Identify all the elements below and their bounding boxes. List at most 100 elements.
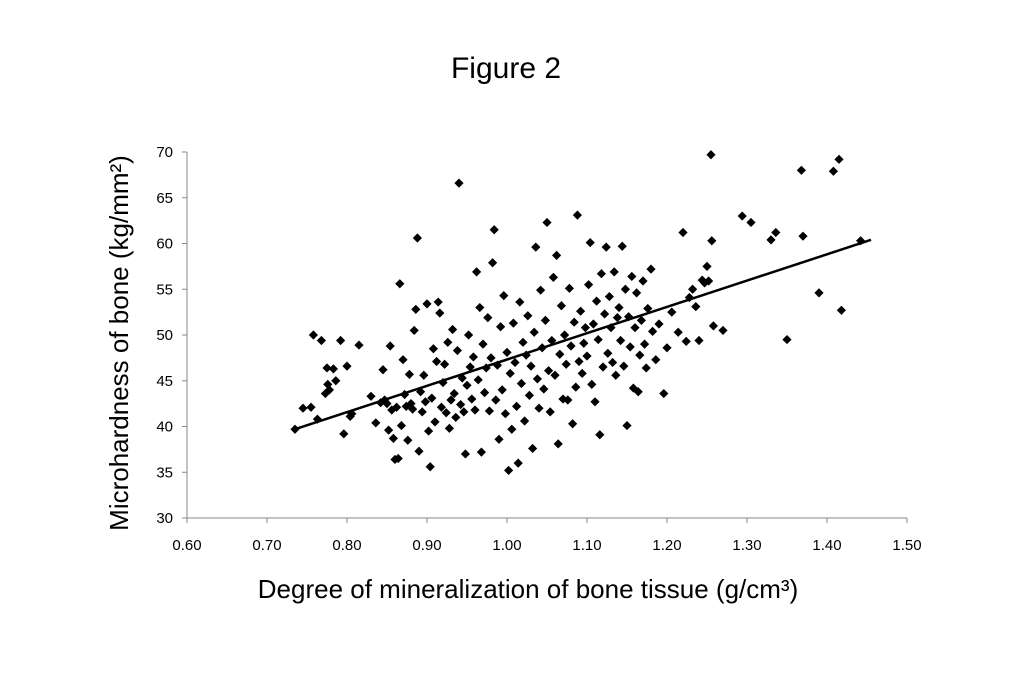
data-point — [603, 348, 613, 358]
data-point — [678, 227, 688, 238]
data-point — [411, 304, 421, 314]
data-point — [688, 284, 698, 294]
y-tick-label: 50 — [156, 327, 173, 344]
data-point — [528, 443, 538, 454]
data-point — [412, 233, 422, 243]
data-point — [694, 335, 704, 346]
data-point — [470, 405, 480, 415]
data-point — [563, 395, 573, 405]
data-point — [609, 267, 619, 277]
trendline — [294, 238, 872, 431]
data-point — [502, 347, 512, 357]
data-point — [459, 407, 469, 417]
y-tick-label: 60 — [156, 236, 173, 253]
data-point — [545, 407, 555, 417]
data-point — [371, 418, 381, 428]
y-tick-label: 35 — [156, 464, 173, 481]
data-point — [766, 235, 776, 245]
data-point — [598, 362, 608, 372]
data-point — [505, 368, 515, 379]
data-point — [339, 429, 349, 439]
data-point — [569, 317, 579, 327]
data-point — [436, 402, 446, 412]
x-tick-label: 1.20 — [652, 537, 681, 554]
data-point — [588, 319, 598, 329]
data-point — [540, 315, 550, 325]
data-point — [542, 217, 552, 228]
data-point — [544, 366, 554, 376]
data-point — [691, 302, 701, 312]
data-point — [608, 357, 618, 368]
data-point — [398, 355, 408, 365]
data-point — [454, 178, 464, 188]
data-point — [476, 447, 486, 457]
data-point — [468, 352, 478, 362]
data-point — [395, 279, 405, 289]
y-tick-labels: 30 35 40 45 50 55 60 65 70 — [156, 144, 187, 527]
data-point — [536, 285, 546, 295]
data-point — [571, 382, 581, 392]
data-point — [700, 278, 710, 288]
data-point — [584, 280, 594, 290]
data-point — [708, 321, 718, 331]
data-point — [444, 423, 454, 433]
data-point — [593, 334, 603, 345]
data-point — [408, 404, 418, 414]
data-point — [560, 330, 570, 340]
x-tick-label: 0.90 — [412, 537, 441, 554]
data-point — [465, 362, 475, 372]
y-tick-label: 40 — [156, 419, 173, 436]
data-point — [496, 322, 506, 332]
data-point — [667, 307, 677, 317]
x-tick-label: 0.60 — [172, 537, 201, 554]
data-point — [512, 401, 522, 411]
data-point — [566, 341, 576, 351]
data-point — [336, 335, 346, 346]
data-point — [387, 405, 397, 415]
x-tick-label: 1.10 — [572, 537, 601, 554]
data-point — [448, 324, 458, 335]
data-point — [449, 388, 459, 399]
data-point — [526, 361, 536, 371]
data-points — [290, 150, 866, 476]
data-point — [432, 356, 442, 367]
data-point — [441, 408, 451, 418]
data-point — [604, 291, 614, 302]
data-point — [568, 419, 578, 429]
data-point — [456, 399, 466, 410]
data-point — [681, 336, 691, 347]
data-point — [298, 403, 308, 413]
data-point — [556, 301, 566, 311]
data-point — [452, 345, 462, 356]
data-point — [625, 342, 635, 352]
y-tick-label: 55 — [156, 281, 173, 298]
data-point — [504, 465, 514, 476]
data-point — [425, 462, 435, 472]
data-point — [611, 370, 621, 380]
x-tick-label: 1.50 — [892, 537, 921, 554]
data-point — [451, 412, 461, 422]
data-point — [643, 303, 653, 314]
data-point — [484, 406, 494, 416]
data-point — [385, 341, 395, 351]
data-point — [580, 323, 590, 333]
data-point — [409, 325, 419, 336]
data-point — [518, 337, 528, 347]
data-point — [308, 330, 318, 340]
data-point — [433, 297, 443, 307]
data-point — [416, 387, 426, 397]
x-tick-label: 0.80 — [332, 537, 361, 554]
data-point — [491, 395, 501, 405]
data-point — [384, 425, 394, 435]
data-point — [467, 394, 477, 404]
data-point — [561, 359, 571, 369]
data-point — [673, 327, 683, 337]
data-point — [836, 305, 846, 315]
data-point — [737, 211, 747, 221]
data-point — [796, 165, 806, 175]
data-point — [424, 426, 434, 436]
x-tick-label: 0.70 — [252, 537, 281, 554]
data-point — [419, 370, 429, 380]
data-point — [547, 335, 557, 346]
